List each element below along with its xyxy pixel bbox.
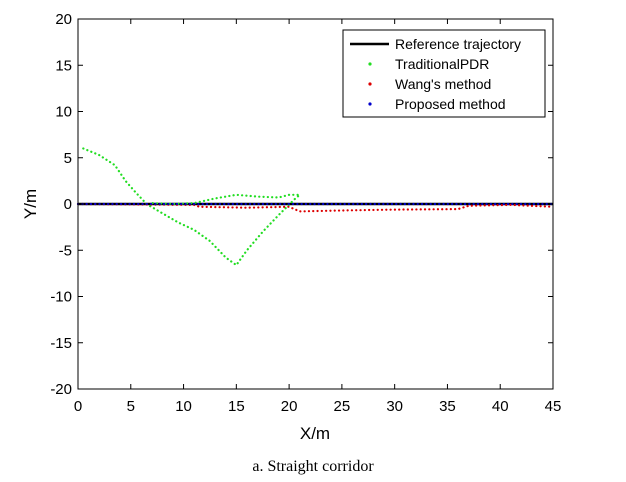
y-tick-label-2: -10 bbox=[50, 289, 72, 306]
x-tick-label-8: 40 bbox=[492, 398, 509, 415]
legend-label-3: Proposed method bbox=[395, 96, 506, 112]
x-tick-label-3: 15 bbox=[228, 398, 245, 415]
x-tick-label-9: 45 bbox=[545, 398, 562, 415]
x-tick-label-5: 25 bbox=[334, 398, 351, 415]
x-tick-label-0: 0 bbox=[74, 398, 82, 415]
x-tick-label-2: 10 bbox=[175, 398, 192, 415]
x-tick-label-1: 5 bbox=[127, 398, 135, 415]
y-tick-label-8: 20 bbox=[55, 11, 72, 28]
legend-swatch-3 bbox=[368, 102, 372, 106]
y-tick-label-4: 0 bbox=[64, 196, 72, 213]
y-axis-label: Y/m bbox=[21, 189, 40, 219]
axes: 0 5 10 15 20 25 30 35 40 45 -20 -15 -10 -5 0 5 10 15 20 bbox=[50, 11, 561, 415]
series-line-2 bbox=[76, 202, 555, 213]
y-tick-label-6: 10 bbox=[55, 104, 72, 121]
legend-label-2: Wang's method bbox=[395, 76, 491, 92]
y-tick-label-7: 15 bbox=[55, 57, 72, 74]
legend-label-0: Reference trajectory bbox=[395, 36, 521, 52]
legend-swatch-1 bbox=[368, 62, 372, 66]
figure-caption: a. Straight corridor bbox=[252, 458, 374, 475]
legend-label-1: TraditionalPDR bbox=[395, 56, 489, 72]
y-tick-label-0: -20 bbox=[50, 381, 72, 398]
x-axis-label: X/m bbox=[300, 424, 330, 443]
y-tick-label-3: -5 bbox=[59, 242, 72, 259]
legend: Reference trajectory TraditionalPDR Wang's… bbox=[342, 29, 546, 118]
legend-swatch-2 bbox=[368, 82, 372, 86]
x-tick-label-4: 20 bbox=[281, 398, 298, 415]
plot-marks bbox=[76, 147, 555, 267]
y-tick-label-1: -15 bbox=[50, 335, 72, 352]
x-tick-label-7: 35 bbox=[439, 398, 456, 415]
x-tick-label-6: 30 bbox=[386, 398, 403, 415]
y-tick-label-5: 5 bbox=[64, 150, 72, 167]
